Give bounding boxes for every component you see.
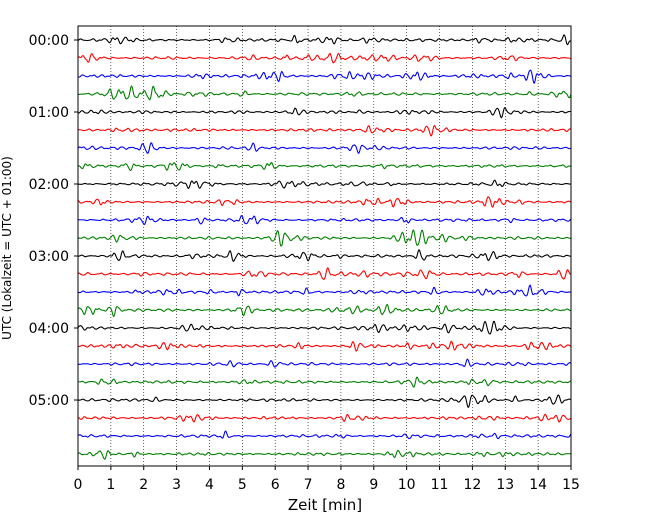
seismic-trace xyxy=(77,69,572,84)
y-axis-label: UTC (Lokalzeit = UTC + 01:00) xyxy=(0,156,14,340)
seismic-trace xyxy=(77,284,572,297)
seismic-trace xyxy=(77,52,572,64)
seismic-traces xyxy=(77,34,572,460)
plot-frame xyxy=(77,25,572,467)
x-tick-label: 1 xyxy=(106,477,115,493)
y-tick-label: 05:00 xyxy=(29,393,69,409)
x-tick-label: 3 xyxy=(172,477,181,493)
seismic-trace xyxy=(77,85,572,101)
seismic-trace xyxy=(77,229,572,247)
x-axis-label: Zeit [min] xyxy=(288,496,362,514)
y-tick-label: 00:00 xyxy=(29,33,69,49)
x-tick-label: 11 xyxy=(431,477,449,493)
seismic-trace xyxy=(77,430,572,440)
seismic-trace xyxy=(77,162,572,172)
x-axis: 0 1 2 3 4 5 6 7 8 9 10 11 12 13 14 15 xyxy=(74,466,580,493)
seismic-trace xyxy=(77,449,572,460)
x-tick-label: 2 xyxy=(139,477,148,493)
x-tick-label: 15 xyxy=(562,477,580,493)
seismic-trace xyxy=(77,179,572,189)
seismic-trace xyxy=(77,249,572,262)
x-tick-label: 12 xyxy=(463,477,481,493)
y-tick-label: 04:00 xyxy=(29,321,69,337)
y-tick-label: 02:00 xyxy=(29,177,69,193)
seismic-trace xyxy=(77,142,572,154)
x-tick-label: 14 xyxy=(529,477,547,493)
seismic-trace xyxy=(77,34,572,46)
x-tick-label: 5 xyxy=(238,477,247,493)
seismic-trace xyxy=(77,267,572,280)
x-tick-label: 4 xyxy=(205,477,214,493)
seismic-trace xyxy=(77,320,572,335)
seismic-trace xyxy=(77,340,572,352)
x-tick-label: 13 xyxy=(496,477,514,493)
y-axis: 00:00 01:00 02:00 03:00 04:00 05:00 xyxy=(29,33,78,409)
x-tick-label: 7 xyxy=(304,477,313,493)
x-tick-label: 8 xyxy=(336,477,345,493)
seismic-trace xyxy=(77,215,572,226)
seismic-trace xyxy=(77,107,572,119)
seismic-trace xyxy=(77,376,572,388)
x-tick-label: 10 xyxy=(398,477,416,493)
seismic-trace xyxy=(77,303,572,318)
seismic-trace xyxy=(77,196,572,208)
seismic-trace xyxy=(77,124,572,137)
x-tick-label: 0 xyxy=(74,477,83,493)
grid-lines xyxy=(110,26,539,466)
seismic-trace xyxy=(77,358,572,368)
x-tick-label: 9 xyxy=(369,477,378,493)
seismic-trace xyxy=(77,413,572,423)
x-tick-label: 6 xyxy=(271,477,280,493)
seismic-trace xyxy=(77,394,572,408)
y-tick-label: 01:00 xyxy=(29,105,69,121)
y-tick-label: 03:00 xyxy=(29,249,69,265)
